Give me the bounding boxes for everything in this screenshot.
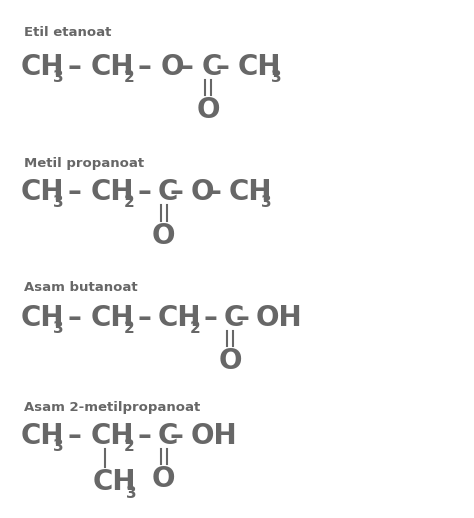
Text: CH: CH [91, 422, 134, 450]
Text: OH: OH [190, 422, 237, 450]
Text: CH: CH [20, 304, 64, 332]
Text: 3: 3 [126, 486, 137, 501]
Text: C: C [224, 304, 244, 332]
Text: CH: CH [91, 53, 134, 81]
Text: CH: CH [93, 468, 136, 496]
Text: O: O [190, 178, 214, 206]
Text: O: O [196, 96, 220, 124]
Text: CH: CH [91, 304, 134, 332]
Text: –: – [67, 422, 82, 450]
Text: Asam 2-metilpropanoat: Asam 2-metilpropanoat [24, 401, 200, 414]
Text: –: – [236, 304, 249, 332]
Text: –: – [137, 53, 152, 81]
Text: 3: 3 [54, 69, 64, 84]
Text: CH: CH [20, 53, 64, 81]
Text: C: C [202, 53, 222, 81]
Text: O: O [161, 53, 184, 81]
Text: Etil etanoat: Etil etanoat [24, 26, 111, 39]
Text: Asam butanoat: Asam butanoat [24, 281, 137, 294]
Text: OH: OH [256, 304, 302, 332]
Text: 2: 2 [124, 439, 135, 454]
Text: 3: 3 [54, 321, 64, 336]
Text: O: O [152, 465, 175, 493]
Text: C: C [157, 422, 178, 450]
Text: 2: 2 [190, 321, 201, 336]
Text: CH: CH [20, 422, 64, 450]
Text: O: O [218, 348, 242, 376]
Text: –: – [180, 53, 194, 81]
Text: CH: CH [20, 178, 64, 206]
Text: –: – [137, 304, 152, 332]
Text: 3: 3 [54, 439, 64, 454]
Text: –: – [216, 53, 230, 81]
Text: CH: CH [238, 53, 282, 81]
Text: 2: 2 [124, 321, 135, 336]
Text: 2: 2 [124, 195, 135, 210]
Text: –: – [203, 304, 217, 332]
Text: 2: 2 [124, 69, 135, 84]
Text: 3: 3 [261, 195, 272, 210]
Text: Metil propanoat: Metil propanoat [24, 156, 144, 169]
Text: O: O [152, 222, 175, 250]
Text: –: – [169, 178, 183, 206]
Text: –: – [137, 422, 152, 450]
Text: –: – [169, 422, 183, 450]
Text: CH: CH [228, 178, 272, 206]
Text: CH: CH [91, 178, 134, 206]
Text: –: – [67, 53, 82, 81]
Text: –: – [67, 178, 82, 206]
Text: –: – [137, 178, 152, 206]
Text: –: – [67, 304, 82, 332]
Text: 3: 3 [54, 195, 64, 210]
Text: 3: 3 [271, 69, 282, 84]
Text: CH: CH [157, 304, 201, 332]
Text: C: C [157, 178, 178, 206]
Text: –: – [208, 178, 222, 206]
